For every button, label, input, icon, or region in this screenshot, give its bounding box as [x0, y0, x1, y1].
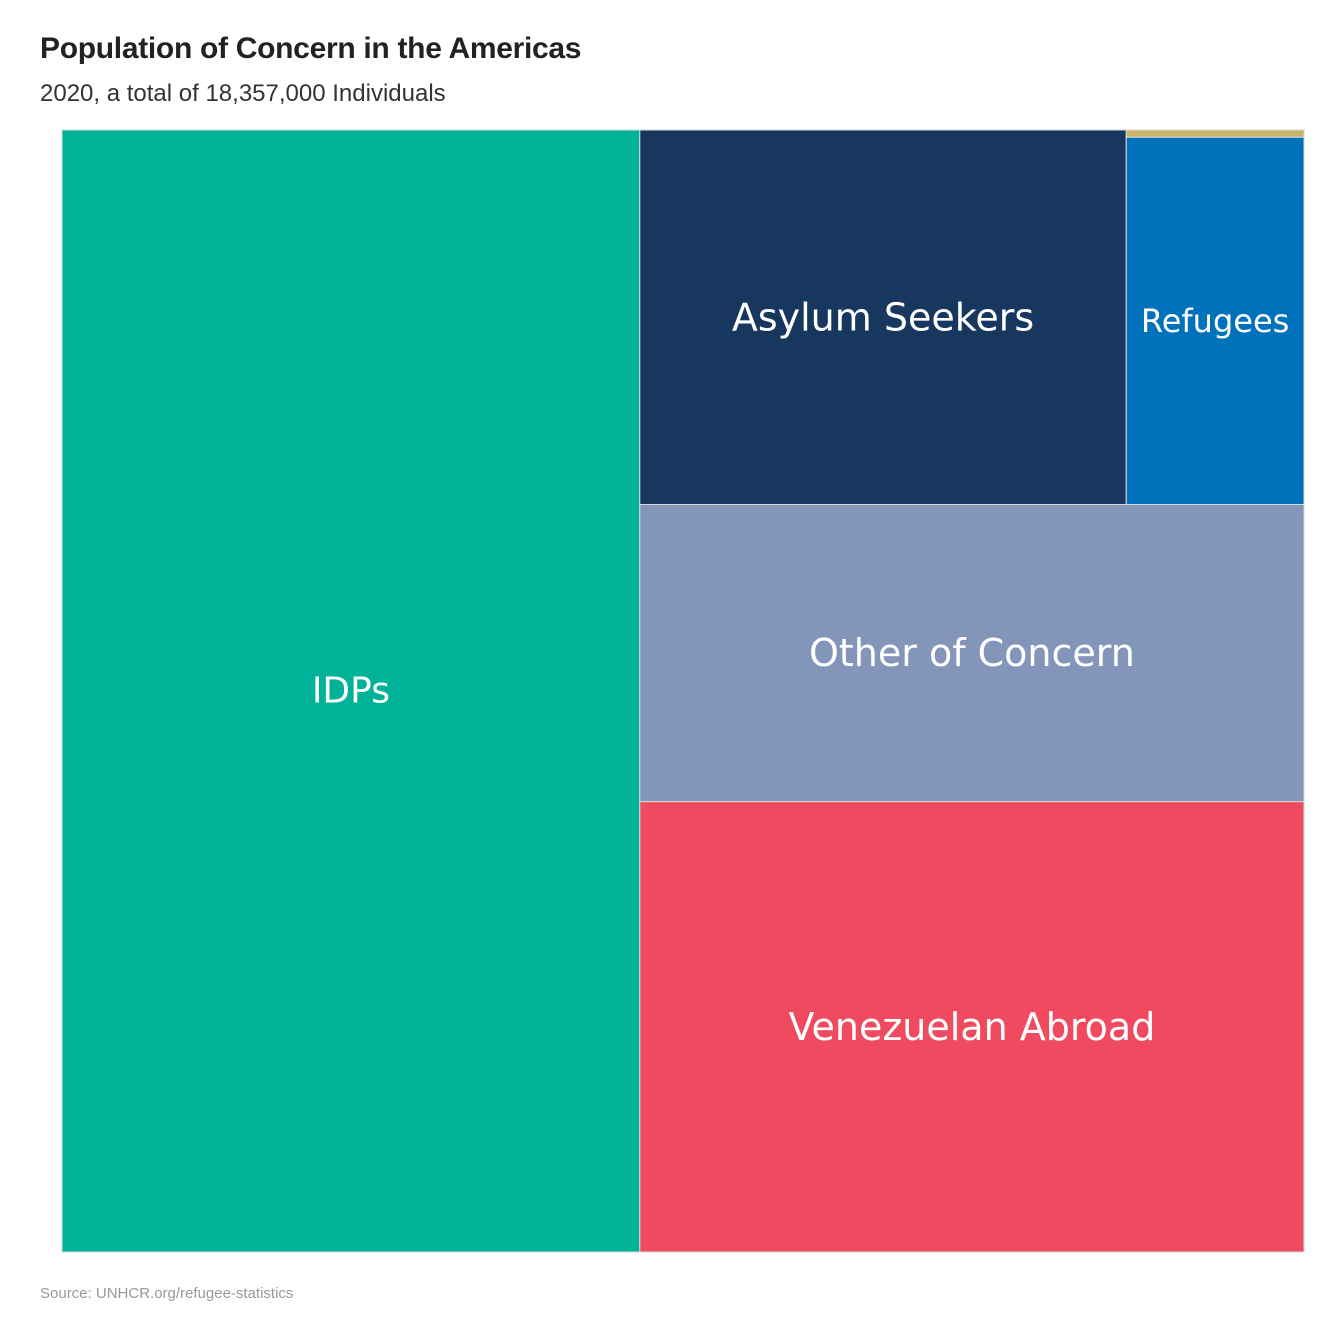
treemap-label-refugees: Refugees: [1141, 302, 1289, 340]
treemap-cell-refugees: [1125, 136, 1305, 506]
treemap-label-other-of-concern: Other of Concern: [809, 631, 1135, 675]
chart-source: Source: UNHCR.org/refugee-statistics: [40, 1285, 294, 1302]
treemap-cell-other-of-concern: [639, 504, 1305, 803]
treemap-label-asylum-seekers: Asylum Seekers: [732, 295, 1034, 339]
chart-title: Population of Concern in the Americas: [40, 32, 582, 65]
treemap-cell-asylum-seekers: [639, 129, 1127, 506]
treemap-cell-venezuelan-abroad: [639, 801, 1305, 1253]
chart-subtitle: 2020, a total of 18,357,000 Individuals: [40, 80, 446, 107]
treemap-label-venezuelan-abroad: Venezuelan Abroad: [788, 1005, 1155, 1049]
treemap-cell-unlabeled: [1125, 129, 1305, 138]
treemap-label-idps: IDPs: [312, 671, 390, 712]
treemap-cell-idps: [61, 129, 641, 1253]
